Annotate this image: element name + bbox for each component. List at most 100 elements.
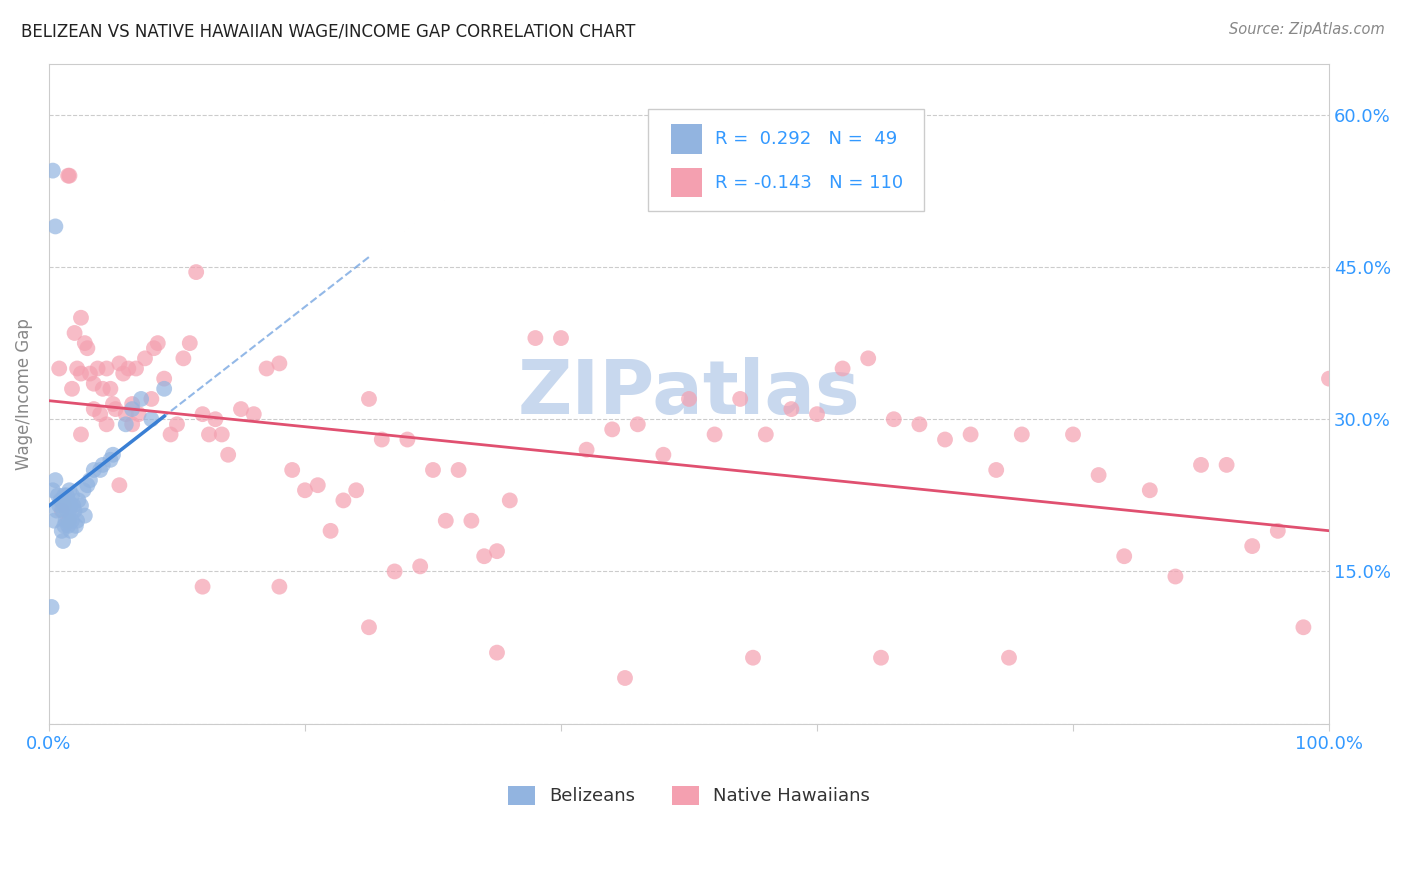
- Point: [121, 402, 143, 417]
- Point: [101, 448, 124, 462]
- Point: [831, 361, 853, 376]
- Text: ZIPatlas: ZIPatlas: [517, 358, 860, 430]
- Point: [159, 427, 181, 442]
- Point: [56, 503, 79, 517]
- Point: [242, 407, 264, 421]
- Point: [172, 351, 194, 366]
- Point: [63, 503, 86, 517]
- Point: [652, 448, 675, 462]
- Point: [49, 493, 72, 508]
- Point: [856, 351, 879, 366]
- Point: [45, 503, 67, 517]
- Point: [42, 163, 65, 178]
- Point: [485, 646, 508, 660]
- Point: [1241, 539, 1264, 553]
- Point: [728, 392, 751, 406]
- Point: [83, 376, 105, 391]
- Text: Source: ZipAtlas.com: Source: ZipAtlas.com: [1229, 22, 1385, 37]
- Point: [422, 463, 444, 477]
- Point: [66, 514, 89, 528]
- Point: [485, 544, 508, 558]
- Point: [67, 493, 90, 508]
- Point: [114, 407, 136, 421]
- Point: [41, 599, 63, 614]
- Point: [91, 382, 114, 396]
- Point: [1317, 371, 1340, 385]
- Point: [141, 412, 163, 426]
- Point: [434, 514, 457, 528]
- Point: [256, 361, 278, 376]
- Point: [1114, 549, 1136, 564]
- Point: [281, 463, 304, 477]
- Point: [76, 341, 98, 355]
- Point: [73, 508, 96, 523]
- Point: [447, 463, 470, 477]
- Point: [524, 331, 547, 345]
- Point: [384, 565, 406, 579]
- Point: [472, 549, 495, 564]
- Point: [191, 407, 214, 421]
- Point: [229, 402, 252, 417]
- Point: [60, 488, 83, 502]
- Point: [60, 514, 83, 528]
- Point: [58, 169, 80, 183]
- Point: [1267, 524, 1289, 538]
- Y-axis label: Wage/Income Gap: Wage/Income Gap: [15, 318, 32, 470]
- Point: [204, 412, 226, 426]
- Point: [56, 514, 79, 528]
- Point: [91, 458, 114, 472]
- Point: [870, 650, 893, 665]
- Point: [42, 514, 65, 528]
- Point: [101, 397, 124, 411]
- Point: [269, 356, 291, 370]
- Point: [396, 433, 419, 447]
- Point: [66, 361, 89, 376]
- Point: [42, 483, 65, 498]
- Point: [1292, 620, 1315, 634]
- Point: [575, 442, 598, 457]
- Point: [998, 650, 1021, 665]
- Point: [883, 412, 905, 426]
- Point: [269, 580, 291, 594]
- Point: [112, 367, 135, 381]
- Point: [357, 392, 380, 406]
- Point: [100, 452, 122, 467]
- Point: [806, 407, 828, 421]
- Point: [319, 524, 342, 538]
- Text: R = -0.143   N = 110: R = -0.143 N = 110: [716, 174, 904, 192]
- Point: [51, 493, 73, 508]
- Point: [55, 499, 77, 513]
- Point: [79, 367, 101, 381]
- Point: [46, 488, 69, 502]
- Point: [166, 417, 188, 432]
- Point: [550, 331, 572, 345]
- Point: [44, 473, 66, 487]
- Point: [51, 524, 73, 538]
- Point: [48, 361, 70, 376]
- Point: [1215, 458, 1237, 472]
- Point: [63, 326, 86, 340]
- Point: [53, 499, 76, 513]
- Point: [72, 483, 94, 498]
- Point: [211, 427, 233, 442]
- Point: [121, 417, 143, 432]
- Point: [1139, 483, 1161, 498]
- Point: [755, 427, 778, 442]
- Point: [89, 463, 111, 477]
- Point: [70, 367, 93, 381]
- Point: [357, 620, 380, 634]
- Point: [1189, 458, 1212, 472]
- Point: [134, 351, 156, 366]
- Point: [780, 402, 803, 417]
- Point: [108, 478, 131, 492]
- Point: [121, 397, 143, 411]
- Point: [59, 499, 82, 513]
- Point: [60, 382, 83, 396]
- Point: [52, 503, 75, 517]
- Point: [742, 650, 765, 665]
- Point: [198, 427, 221, 442]
- Point: [70, 310, 93, 325]
- Point: [1087, 468, 1109, 483]
- Point: [59, 524, 82, 538]
- Point: [96, 417, 118, 432]
